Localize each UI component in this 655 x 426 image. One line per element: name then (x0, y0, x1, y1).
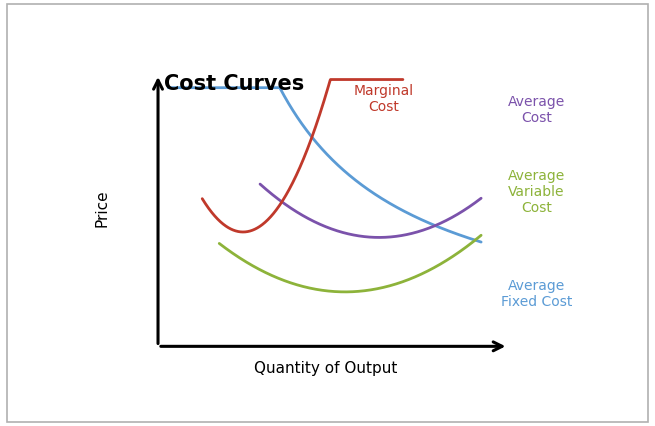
Text: Average
Cost: Average Cost (508, 95, 565, 125)
Text: Cost Curves: Cost Curves (164, 74, 305, 94)
Text: Average
Fixed Cost: Average Fixed Cost (500, 279, 572, 309)
Text: Quantity of Output: Quantity of Output (254, 361, 397, 376)
Text: Average
Variable
Cost: Average Variable Cost (508, 169, 565, 216)
Text: Marginal
Cost: Marginal Cost (354, 83, 414, 114)
Text: Price: Price (95, 190, 109, 227)
